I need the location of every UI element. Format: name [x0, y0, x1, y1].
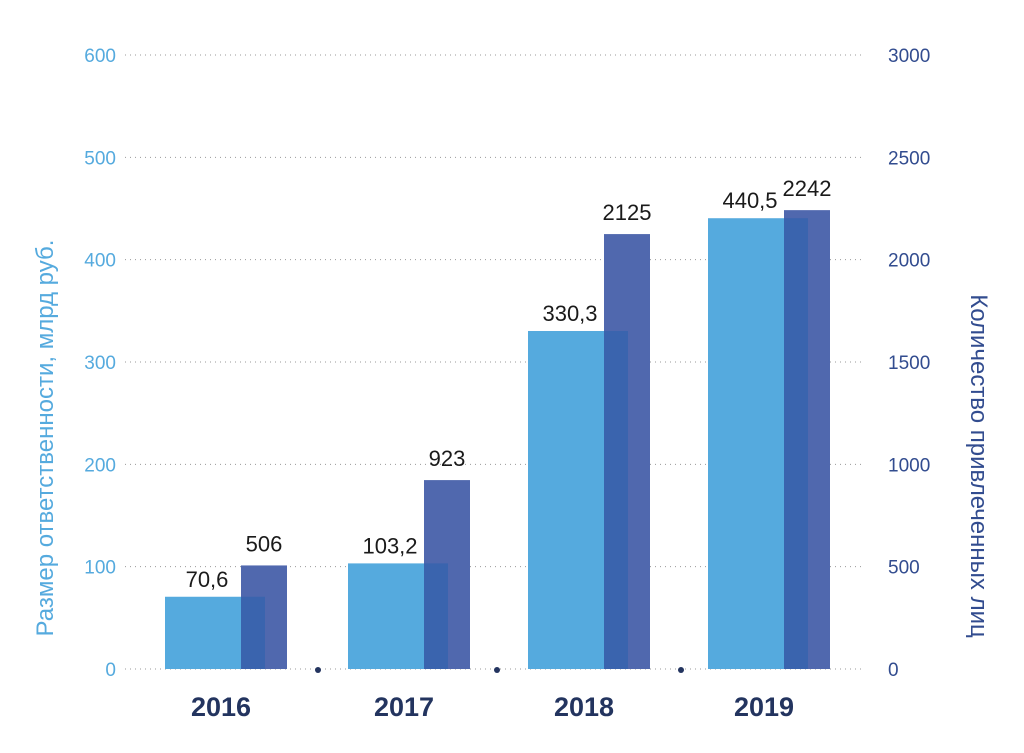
right-axis-title: Количество привлеченных лиц	[965, 294, 992, 638]
left-tick-label: 400	[84, 251, 116, 272]
right-tick-label: 2500	[888, 148, 930, 169]
left-tick-label: 200	[84, 455, 116, 476]
left-axis-title: Размер ответственности, млрд руб.	[32, 240, 59, 637]
data-label-left: 440,5	[722, 188, 777, 213]
data-label-left: 103,2	[362, 533, 417, 558]
bar-overlap-2017	[424, 563, 448, 669]
right-tick-label: 2000	[888, 251, 930, 272]
separator-dot	[315, 667, 321, 673]
data-label-right: 506	[246, 531, 283, 556]
right-tick-label: 500	[888, 558, 920, 579]
right-tick-label: 1000	[888, 455, 930, 476]
bar-overlap-2016	[241, 596, 265, 669]
bar-overlap-2018	[604, 330, 628, 669]
data-label-left: 330,3	[542, 301, 597, 326]
separator-dot	[678, 667, 684, 673]
category-label: 2019	[734, 692, 794, 722]
data-label-right: 923	[429, 446, 466, 471]
left-tick-label: 600	[84, 46, 116, 67]
left-tick-label: 300	[84, 353, 116, 374]
right-tick-label: 0	[888, 660, 899, 681]
separator-dot	[494, 667, 500, 673]
left-tick-label: 500	[84, 148, 116, 169]
left-tick-label: 0	[105, 660, 116, 681]
right-tick-label: 1500	[888, 353, 930, 374]
left-tick-label: 100	[84, 558, 116, 579]
category-label: 2017	[374, 692, 434, 722]
data-label-right: 2125	[603, 200, 652, 225]
bar-overlap-2019	[784, 218, 808, 669]
data-label-left: 70,6	[186, 567, 229, 592]
right-tick-label: 3000	[888, 46, 930, 67]
category-label: 2018	[554, 692, 614, 722]
data-label-right: 2242	[783, 176, 832, 201]
bars	[165, 210, 830, 673]
labels: 0 100 200 300 400 500 600 0 500 1000 1500 2000 2500 3…	[84, 46, 930, 722]
category-label: 2016	[191, 692, 251, 722]
